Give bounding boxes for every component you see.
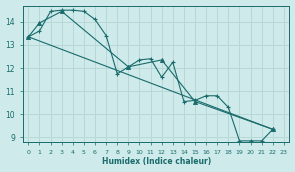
X-axis label: Humidex (Indice chaleur): Humidex (Indice chaleur) xyxy=(101,157,211,166)
